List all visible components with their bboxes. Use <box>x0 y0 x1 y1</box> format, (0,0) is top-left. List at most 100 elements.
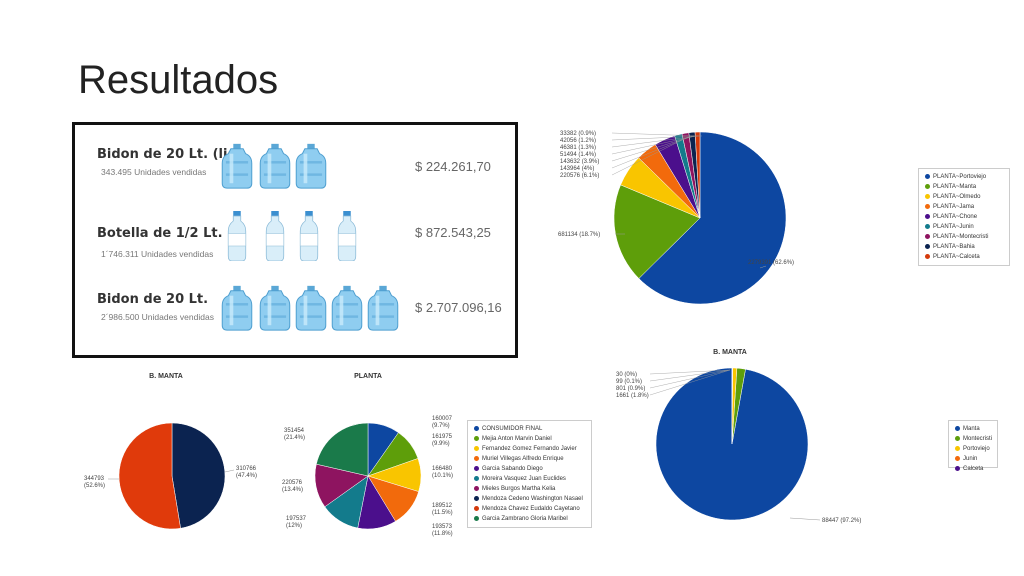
legend-item: Moreira Vasquez Juan Euclides <box>474 476 566 482</box>
legend-item: PLANTA~Montecristi <box>925 234 988 240</box>
data-label: 310766 (47.4%) <box>236 466 257 479</box>
product-price: $ 224.261,70 <box>415 159 491 174</box>
data-label: 801 (0.9%) <box>616 386 645 392</box>
pie-slice <box>316 422 369 477</box>
pie-slice <box>118 422 181 530</box>
legend-label: Mejia Anton Marvin Daniel <box>482 436 552 443</box>
legend-item: PLANTA~Manta <box>925 184 976 190</box>
legend-label: PLANTA~Manta <box>933 184 977 191</box>
legend-item: PLANTA~Calceta <box>925 254 980 260</box>
data-label: 166480 (10.1%) <box>432 466 453 479</box>
data-label: 99 (0.1%) <box>616 379 642 385</box>
legend-item: Mendoza Chavez Eudaldo Cayetano <box>474 506 580 512</box>
data-label: 30 (0%) <box>616 372 637 378</box>
legend-item: CONSUMIDOR FINAL <box>474 426 542 432</box>
data-label: 681134 (18.7%) <box>558 232 600 238</box>
legend-item: Mendoza Cedeno Washington Nasael <box>474 496 583 502</box>
legend-label: Garcia Zambrano Gloria Maribel <box>482 516 568 523</box>
legend-item: PLANTA~Portoviejo <box>925 174 986 180</box>
legend-item: Mieles Burgos Martha Kelia <box>474 486 555 492</box>
legend-swatch <box>925 254 930 259</box>
b-manta-cities-legend: Manta Montecristi Portoviejo Junin Calceta <box>948 420 998 472</box>
product-price: $ 872.543,25 <box>415 225 491 240</box>
water-jug-icon <box>221 285 253 331</box>
data-label: 220576 (13.4%) <box>282 480 303 493</box>
data-label: 2279391 (62.6%) <box>748 260 794 266</box>
product-name: Botella de 1/2 Lt. <box>97 226 223 241</box>
legend-swatch <box>474 446 479 451</box>
pie-slice <box>638 131 787 305</box>
legend-swatch <box>955 436 960 441</box>
legend-item: Montecristi <box>955 436 992 442</box>
plants-legend: PLANTA~Portoviejo PLANTA~Manta PLANTA~Olme… <box>918 168 1010 266</box>
legend-swatch <box>925 204 930 209</box>
b-manta-cities-pie-chart: B. MANTA 88447 (97.2%) 30 (0%)99 (0.1%)801… <box>616 349 861 524</box>
water-bottle-icon <box>265 211 285 262</box>
legend-swatch <box>925 234 930 239</box>
legend-item: PLANTA~Jama <box>925 204 974 210</box>
legend-item: Portoviejo <box>955 446 990 452</box>
legend-label: Garcia Sabando Diego <box>482 466 543 473</box>
legend-swatch <box>955 426 960 431</box>
data-label: 193573 (11.8%) <box>432 524 453 537</box>
legend-swatch <box>955 456 960 461</box>
legend-label: PLANTA~Portoviejo <box>933 174 987 181</box>
legend-item: Garcia Zambrano Gloria Maribel <box>474 516 568 522</box>
legend-item: PLANTA~Bahia <box>925 244 975 250</box>
water-jug-icon <box>221 143 253 189</box>
product-name: Bidon de 20 Lt. (liq) <box>97 147 243 162</box>
water-jug-icon <box>295 143 327 189</box>
legend-label: Manta <box>963 426 980 433</box>
data-label: 42056 (1.2%) <box>560 138 596 144</box>
plants-pie-chart: 2279391 (62.6%) 681134 (18.7%) 220576 (6.1… <box>558 131 794 305</box>
legend-swatch <box>474 466 479 471</box>
product-price: $ 2.707.096,16 <box>415 300 502 315</box>
legend-item: Mejia Anton Marvin Daniel <box>474 436 552 442</box>
legend-item: Fernandez Gomez Fernando Javier <box>474 446 577 452</box>
data-label: 189512 (11.5%) <box>432 503 453 516</box>
legend-swatch <box>474 436 479 441</box>
legend-label: Mendoza Chavez Eudaldo Cayetano <box>482 506 580 513</box>
b-manta-split-pie-chart: B. MANTA 310766 (47.4%) 344793 (52.6%) <box>84 373 257 530</box>
legend-swatch <box>925 214 930 219</box>
products-panel: Bidon de 20 Lt. (liq) 343.495 Unidades v… <box>72 122 518 358</box>
water-jug-icon <box>295 285 327 331</box>
legend-swatch <box>474 476 479 481</box>
legend-item: Garcia Sabando Diego <box>474 466 543 472</box>
legend-swatch <box>955 466 960 471</box>
pie-slice <box>171 422 226 529</box>
legend-item: PLANTA~Junin <box>925 224 974 230</box>
legend-label: Portoviejo <box>963 446 990 453</box>
legend-label: PLANTA~Olmedo <box>933 194 981 201</box>
slide-title: Resultados <box>78 58 279 102</box>
legend-label: Muriel Villegas Alfredo Enrique <box>482 456 564 463</box>
data-label: 197537 (12%) <box>286 516 307 529</box>
data-label: 143964 (4%) <box>560 166 594 172</box>
data-label: 88447 (97.2%) <box>822 518 861 524</box>
data-label: 51494 (1.4%) <box>560 152 596 158</box>
legend-swatch <box>955 446 960 451</box>
legend-item: PLANTA~Olmedo <box>925 194 980 200</box>
water-jug-icon <box>331 285 363 331</box>
chart-title: B. MANTA <box>149 373 183 380</box>
planta-clients-legend: CONSUMIDOR FINAL Mejia Anton Marvin Danie… <box>467 420 592 528</box>
data-label: 220576 (6.1%) <box>560 173 599 179</box>
data-label: 143632 (3.9%) <box>560 159 599 165</box>
data-label: 351454 (21.4%) <box>284 428 305 441</box>
legend-swatch <box>925 174 930 179</box>
chart-title: B. MANTA <box>713 349 747 356</box>
product-units: 343.495 Unidades vendidas <box>101 167 207 177</box>
legend-swatch <box>925 194 930 199</box>
data-label: 33382 (0.9%) <box>560 131 596 137</box>
legend-label: Calceta <box>963 466 984 473</box>
legend-label: PLANTA~Bahia <box>933 244 975 251</box>
product-name: Bidon de 20 Lt. <box>97 292 209 307</box>
pie-slice <box>694 131 701 219</box>
legend-item: Muriel Villegas Alfredo Enrique <box>474 456 564 462</box>
legend-swatch <box>925 184 930 189</box>
legend-item: Calceta <box>955 466 983 472</box>
legend-label: Fernandez Gomez Fernando Javier <box>482 446 577 453</box>
legend-label: CONSUMIDOR FINAL <box>482 426 543 433</box>
legend-swatch <box>474 486 479 491</box>
data-label: 1661 (1.8%) <box>616 393 649 399</box>
